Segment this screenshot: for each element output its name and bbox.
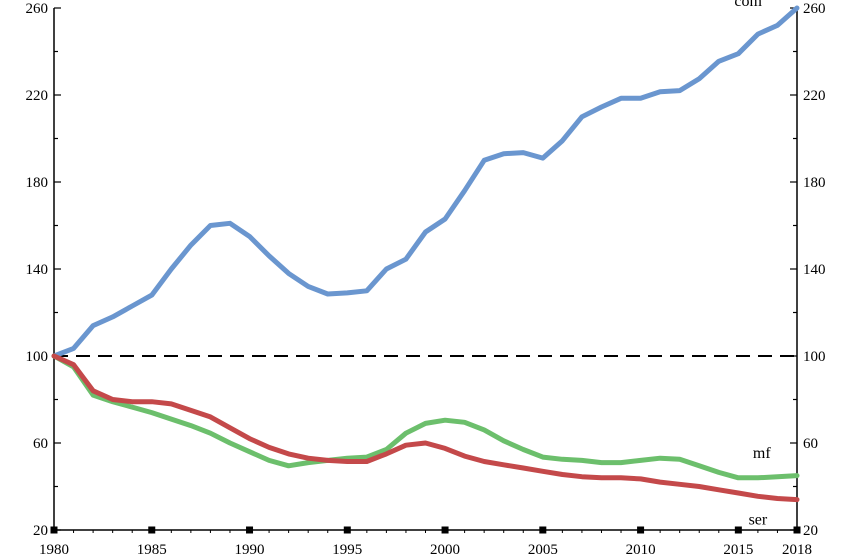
y-tick-label-right: 180 (803, 175, 826, 191)
y-tick-label-right: 260 (803, 1, 826, 17)
series-label-ser: ser (749, 511, 768, 528)
x-tick-label: 2005 (528, 542, 558, 558)
y-tick-label-left: 260 (26, 1, 49, 17)
x-tick-label: 1980 (39, 542, 69, 558)
series-label-mf: mf (753, 445, 771, 462)
x-tick-major (734, 526, 742, 534)
labels: 20 20 60 60 100 100 140 140 180 180 220 220 260 260 19… (26, 0, 826, 558)
x-tick-label: 1985 (137, 542, 167, 558)
y-tick-label-left: 140 (26, 262, 49, 278)
x-tick-label: 2000 (430, 542, 460, 558)
y-tick-label-right: 60 (803, 436, 818, 452)
plot-area (51, 5, 800, 503)
y-tick-label-left: 220 (26, 88, 49, 104)
x-tick-label: 1990 (235, 542, 265, 558)
y-tick-label-left: 20 (33, 523, 48, 539)
x-tick-label: 2015 (723, 542, 753, 558)
x-tick-major (539, 526, 547, 534)
y-tick-label-left: 100 (26, 349, 49, 365)
x-tick-label: 1995 (332, 542, 362, 558)
series-line-com (51, 5, 800, 359)
x-tick-major (343, 526, 351, 534)
x-tick-label: 2010 (626, 542, 656, 558)
x-tick-major (637, 526, 645, 534)
y-tick-label-left: 60 (33, 436, 48, 452)
y-tick-label-right: 140 (803, 262, 826, 278)
x-tick-major (246, 526, 254, 534)
x-tick-major (441, 526, 449, 534)
series-label-com: com (734, 0, 762, 10)
x-tick-major (50, 526, 58, 534)
x-tick-label: 2018 (782, 542, 812, 558)
x-tick-major (793, 526, 801, 534)
x-tick-major (148, 526, 156, 534)
series-line-ser (51, 353, 800, 503)
y-tick-label-right: 20 (803, 523, 818, 539)
y-tick-label-left: 180 (26, 175, 49, 191)
series-line-mf (51, 353, 800, 481)
y-tick-label-right: 100 (803, 349, 826, 365)
y-tick-label-right: 220 (803, 88, 826, 104)
